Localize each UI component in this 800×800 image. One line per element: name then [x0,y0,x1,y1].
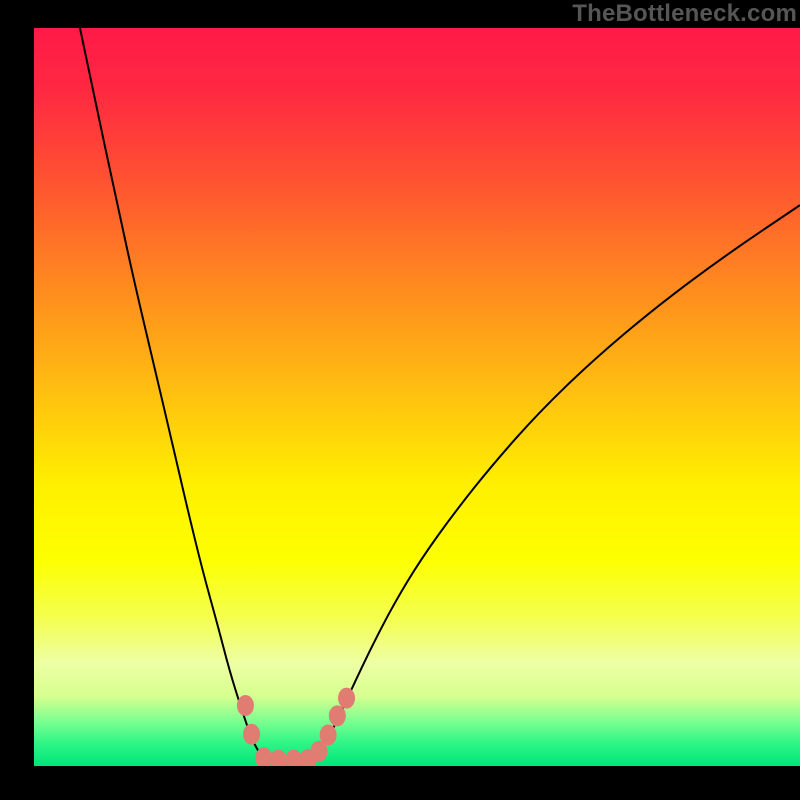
frame-bot [0,766,800,800]
curve-marker [339,688,355,708]
chart-svg [34,28,800,766]
watermark-text: TheBottleneck.com [572,0,797,28]
curve-marker [329,706,345,726]
curve-marker [286,750,302,766]
curve-marker [270,750,286,766]
curve-marker [237,695,253,715]
gradient-background [34,28,800,766]
frame-left [0,0,34,800]
curve-marker [256,748,272,766]
chart-plot-area [34,28,800,766]
curve-marker [244,724,260,744]
curve-marker [320,725,336,745]
